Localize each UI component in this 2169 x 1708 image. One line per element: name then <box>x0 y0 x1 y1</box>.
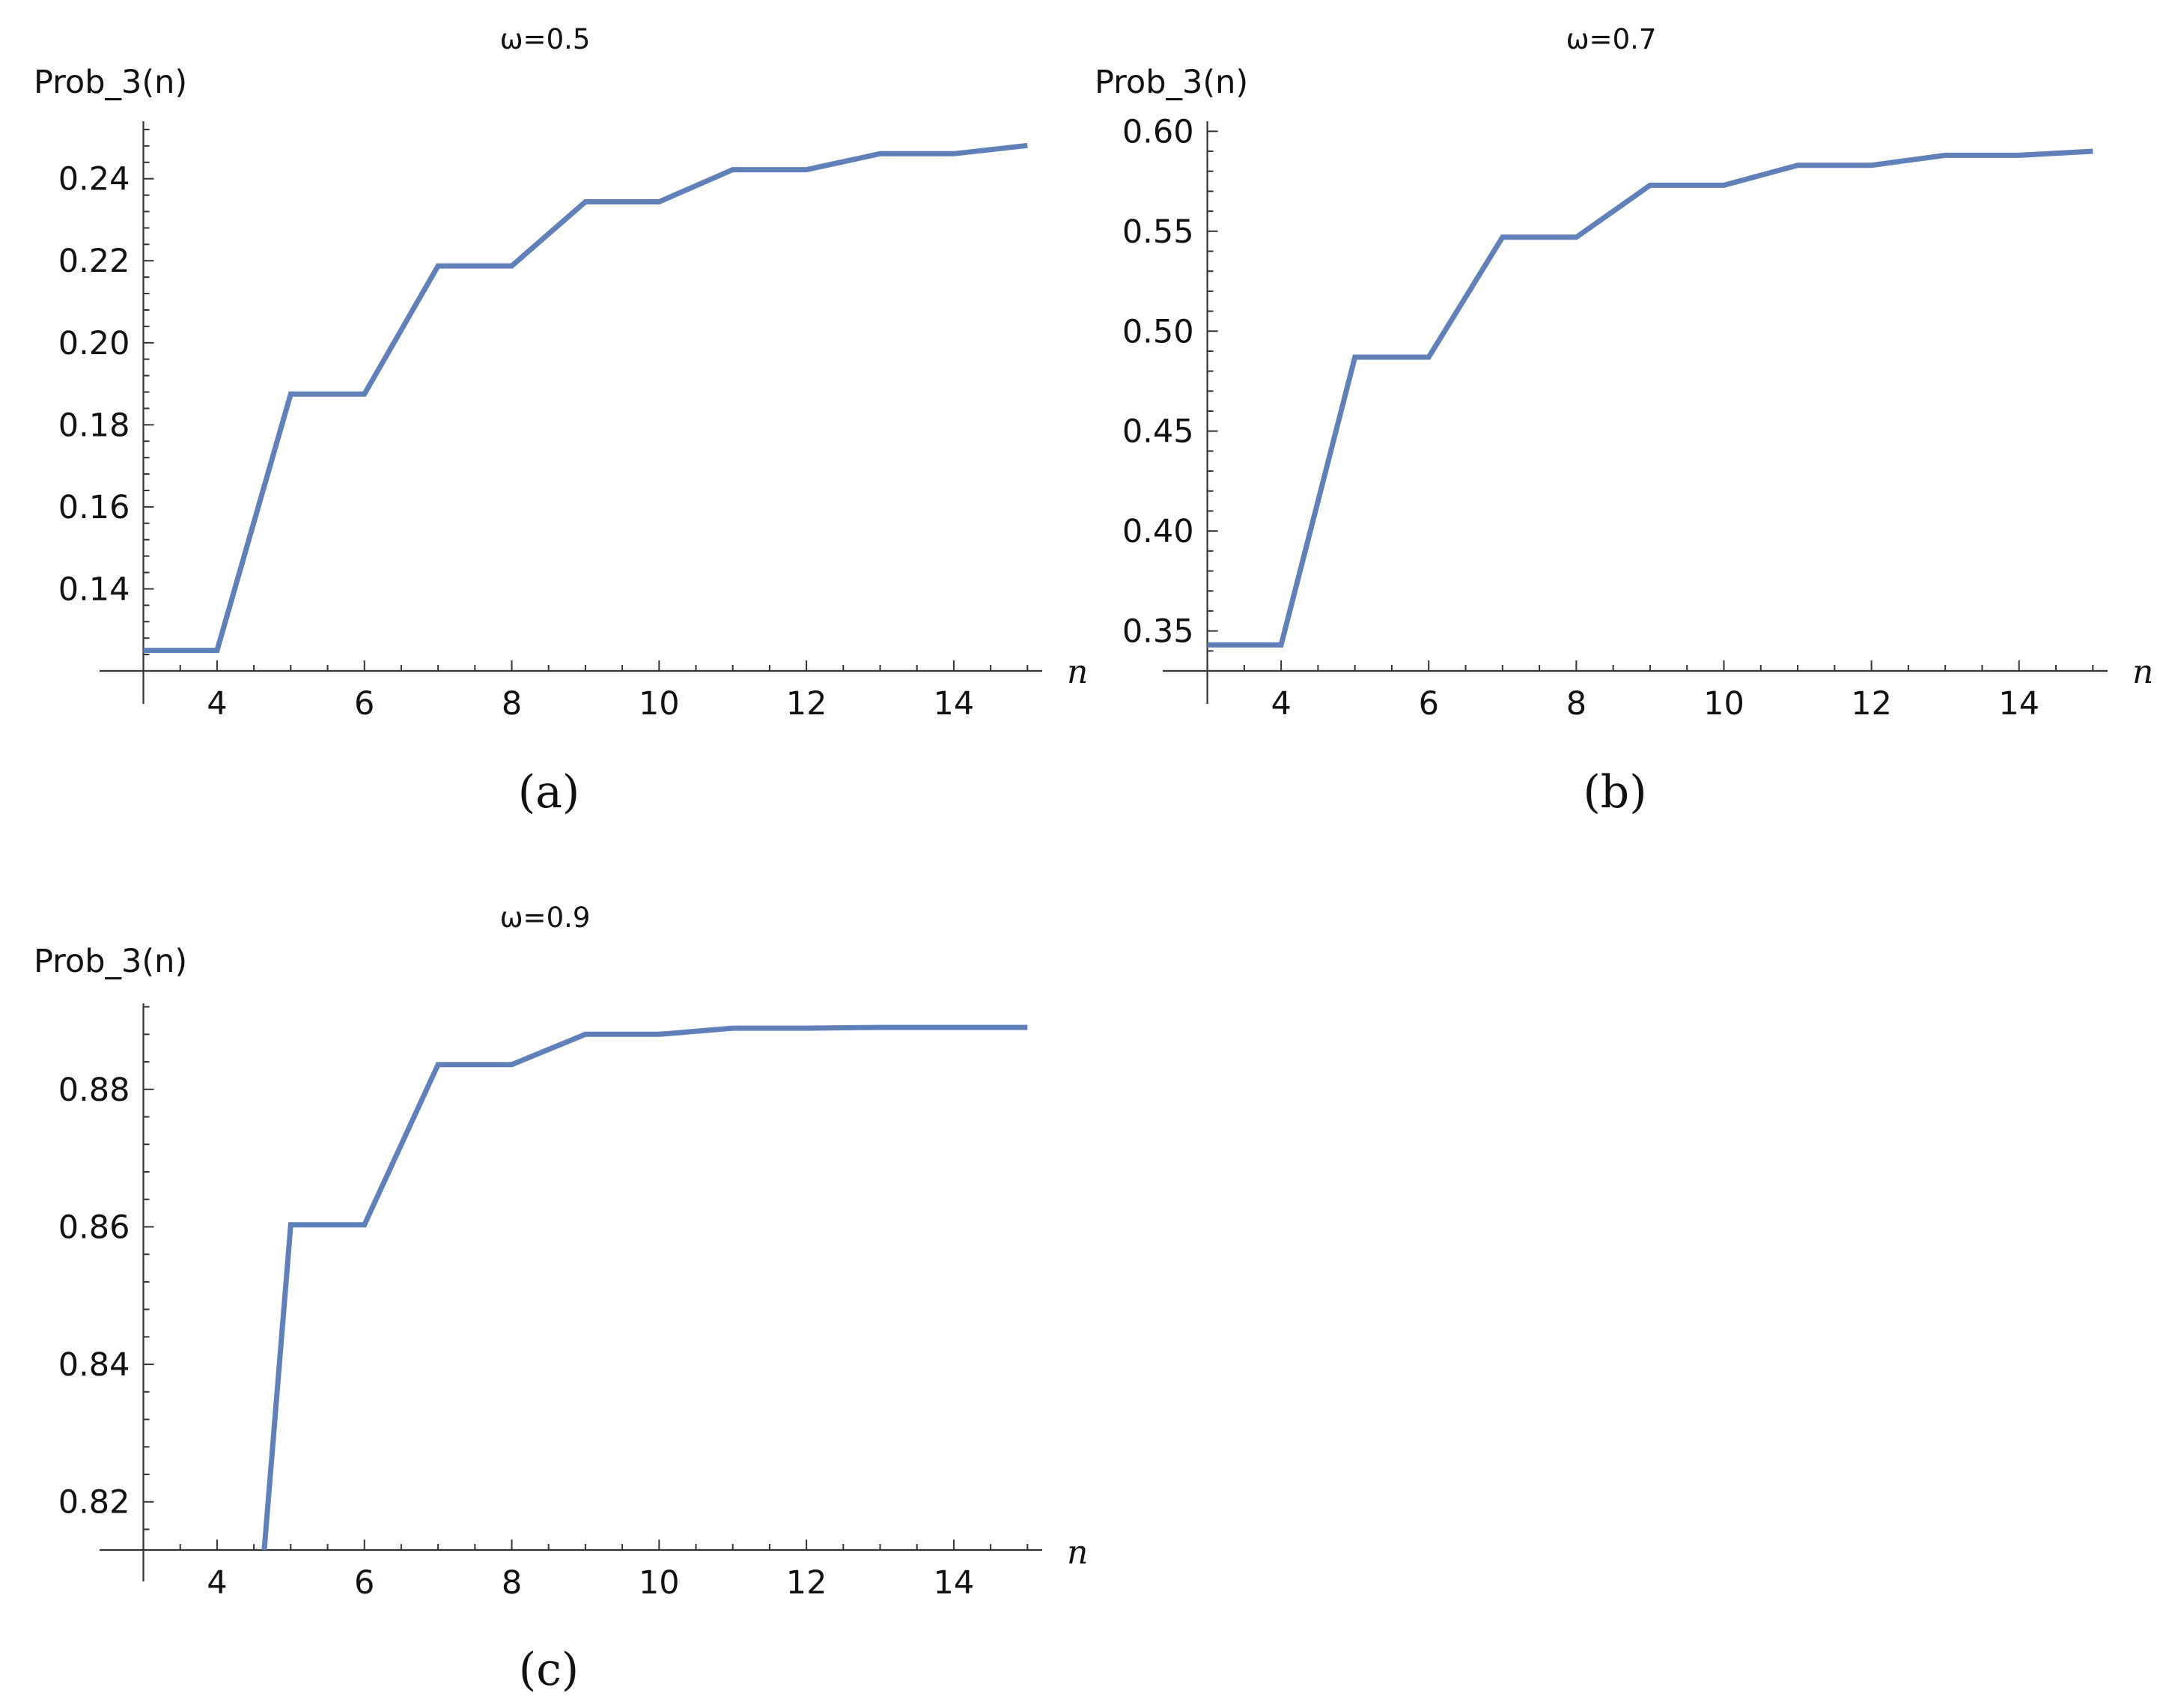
x-tick-label: 14 <box>1998 685 2039 723</box>
panel-label: (a) <box>518 766 580 818</box>
x-tick-label: 4 <box>1271 685 1291 723</box>
series-line <box>261 1024 1028 1551</box>
x-tick-label: 8 <box>1566 685 1587 723</box>
panel-label: (c) <box>519 1644 579 1696</box>
chart-panel-c: ω=0.9 Prob_3(n) n (c) 4 6 8 10 12 14 0.82 0.84 0… <box>34 902 1088 1696</box>
x-tick-label: 14 <box>934 685 975 723</box>
chart-panel-b: ω=0.7 Prob_3(n) n (b) 4 6 8 10 12 14 0.35 0.40 0… <box>1095 23 2153 818</box>
y-tick-label: 0.24 <box>58 161 130 198</box>
y-axis-label: Prob_3(n) <box>1095 64 1248 101</box>
x-tick-label: 4 <box>207 1564 227 1602</box>
y-tick-label: 0.18 <box>58 407 130 444</box>
x-tick-label: 8 <box>502 685 522 723</box>
chart-title: ω=0.5 <box>500 23 591 55</box>
y-tick-label: 0.82 <box>58 1484 130 1522</box>
x-tick-label: 10 <box>639 1564 680 1602</box>
y-axis-label: Prob_3(n) <box>34 943 187 980</box>
chart-title: ω=0.9 <box>500 902 591 934</box>
x-axis-label: n <box>1067 1534 1088 1572</box>
y-tick-label: 0.20 <box>58 325 130 362</box>
y-tick-label: 0.55 <box>1122 213 1194 251</box>
ticks: 4 6 8 10 12 14 0.82 0.84 0.86 0.88 <box>58 1006 1029 1602</box>
x-tick-label: 6 <box>1419 685 1439 723</box>
ticks: 4 6 8 10 12 14 0.14 0.16 0.18 0.20 0.22 0.24 <box>58 128 1029 723</box>
x-tick-label: 6 <box>354 685 374 723</box>
x-tick-label: 12 <box>1851 685 1892 723</box>
x-tick-label: 10 <box>639 685 680 723</box>
panel-label: (b) <box>1583 766 1646 818</box>
x-tick-label: 14 <box>934 1564 975 1602</box>
x-axis-label: n <box>2132 653 2153 691</box>
x-axis-label: n <box>1067 653 1088 691</box>
y-tick-label: 0.88 <box>58 1072 130 1109</box>
x-tick-label: 4 <box>207 685 227 723</box>
y-tick-label: 0.35 <box>1122 613 1194 651</box>
y-tick-label: 0.16 <box>58 489 130 526</box>
y-tick-label: 0.60 <box>1122 113 1194 151</box>
x-tick-label: 10 <box>1703 685 1744 723</box>
x-tick-label: 12 <box>786 685 827 723</box>
y-tick-label: 0.22 <box>58 243 130 280</box>
x-tick-label: 12 <box>786 1564 827 1602</box>
x-tick-label: 8 <box>502 1564 522 1602</box>
chart-panel-a: ω=0.5 Prob_3(n) n (a) 4 6 8 10 12 14 0.14 0.16 0… <box>34 23 1088 818</box>
y-tick-label: 0.40 <box>1122 513 1194 550</box>
y-tick-label: 0.86 <box>58 1209 130 1246</box>
y-tick-label: 0.14 <box>58 571 130 608</box>
y-axis-label: Prob_3(n) <box>34 64 187 101</box>
series-line <box>143 142 1028 654</box>
y-tick-label: 0.84 <box>58 1346 130 1384</box>
ticks: 4 6 8 10 12 14 0.35 0.40 0.45 0.50 0.55 0.60 <box>1122 113 2094 723</box>
y-tick-label: 0.50 <box>1122 313 1194 350</box>
x-tick-label: 6 <box>354 1564 374 1602</box>
y-tick-label: 0.45 <box>1122 413 1194 451</box>
series-line <box>1207 148 2093 648</box>
chart-title: ω=0.7 <box>1566 23 1657 55</box>
